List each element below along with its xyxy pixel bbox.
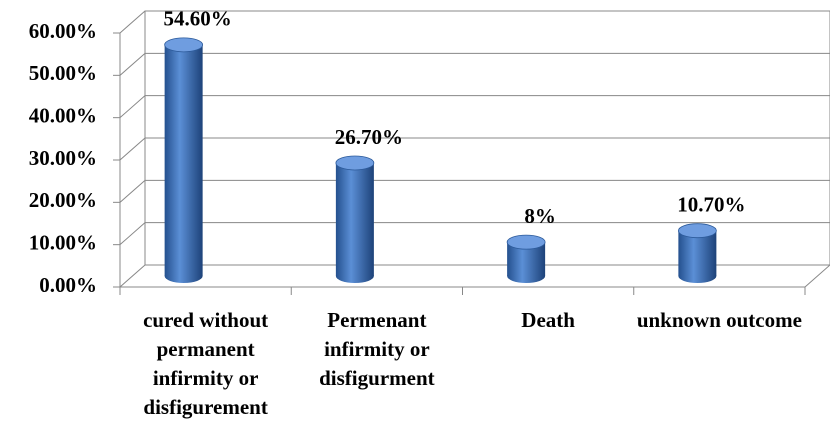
grid-line [119,179,830,203]
x-tick-label: cured without permanent infirmity or dis… [143,308,269,419]
y-tick-label: 60.00% [29,19,97,43]
y-tick-label: 40.00% [29,103,97,127]
grid-line [119,222,830,246]
data-label: 8% [524,204,556,228]
bar-top [164,37,204,53]
grid-line [119,137,830,161]
grid-line [119,264,830,288]
bar-base [507,269,546,283]
grid-line [119,95,830,119]
bar [335,155,375,283]
bar [506,234,546,283]
grid-line [119,52,830,76]
data-label: 54.60% [164,7,232,31]
y-tick-label: 50.00% [29,61,97,85]
bar-base [335,269,374,283]
data-label: 10.70% [677,193,745,217]
bar-top [335,155,375,171]
y-tick-label: 30.00% [29,146,97,170]
bar-top [677,223,717,239]
y-tick-label: 20.00% [29,188,97,212]
data-label: 26.70% [335,125,403,149]
y-tick-label: 10.00% [29,230,97,254]
bar-body [164,44,203,276]
bar-base [164,269,203,283]
floor-edge [120,264,830,288]
bar [677,223,717,283]
bar-body [678,230,717,276]
bar-base [678,269,717,283]
grid-line [119,10,830,34]
x-tick-label: Death [521,308,575,332]
x-tick-label: unknown outcome [636,308,802,332]
bar-top [506,234,546,250]
y-tick-label: 0.00% [39,273,97,297]
x-tick-label: Permenant infirmity or disfigurment [319,308,435,390]
bar-body [335,162,374,276]
bar [164,37,204,283]
